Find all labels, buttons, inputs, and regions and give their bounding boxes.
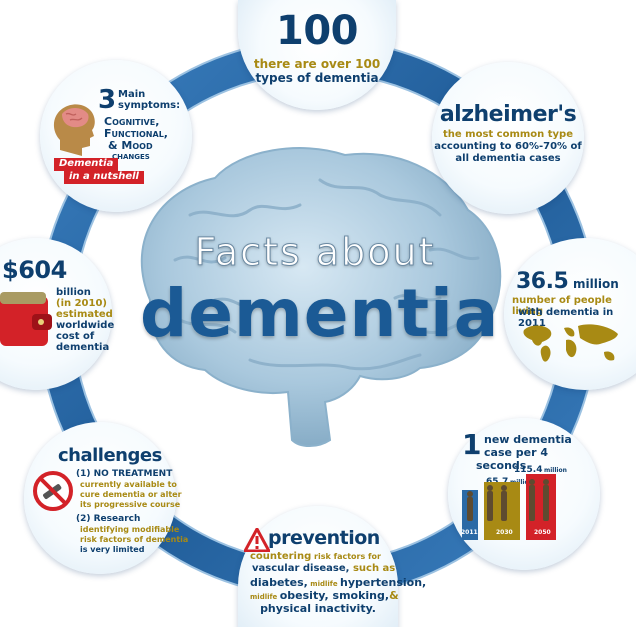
symptom-mood: & Mood [108,139,153,152]
challenge1-line1: currently available to [80,480,177,489]
symptoms-symptoms: symptoms: [118,100,181,111]
alzheimers-line3: all dementia cases [455,153,561,164]
prevention-vascular: vascular disease, [252,563,350,574]
symptoms-number: 3 [98,85,116,115]
symptoms-main: Main [118,89,146,100]
newcases-line3: seconds [476,459,527,472]
year-2050: 2050 [534,529,551,536]
prevention-suchas: such as [349,563,396,574]
types-line2: types of dementia [255,71,379,85]
prevention-diabetes: diabetes, [250,576,308,589]
title-dementia: dementia [140,275,500,352]
people-unit: million [573,277,619,291]
prevention-line4: midlife obesity, smoking,& [250,590,399,602]
year-2011: 2011 [461,529,478,536]
symptom-changes: changes [112,151,150,162]
world-map-icon [523,324,618,362]
cost-billion: billion [56,287,91,298]
alzheimers-line1: the most common type [442,129,573,140]
challenge1-line2: cure dementia or alter [80,490,182,499]
prevention-midlife2: midlife [250,593,280,601]
year-2030: 2030 [496,529,513,536]
prevention-title: prevention [268,527,380,549]
challenge2-line3: is very limited [80,545,145,554]
challenge2-line1: identifying modifiable [80,525,180,534]
head-brain-icon [53,104,95,156]
people-number: 36.5 [516,269,569,294]
warning-icon [244,528,270,552]
people-line1: number of people living [512,295,612,317]
challenge1-line3: its progressive course [80,500,181,509]
alzheimers-line2: accounting to 60%-70% of [434,141,582,152]
cost-dementia: dementia [56,342,110,353]
prevention-and: & [389,589,399,602]
elderly-figures-icon [467,479,549,521]
prevention-line5: physical inactivity. [260,602,376,615]
prevention-midlife1: midlife [307,580,341,588]
ribbon-dementia: Dementia [54,158,119,171]
types-number: 100 [276,8,359,54]
cost-worldwide: worldwide [56,320,115,331]
challenge2-line2: risk factors of dementia [80,535,189,544]
challenges-title: challenges [58,445,162,466]
prevention-obesity: obesity, smoking, [279,589,390,602]
types-line1: there are over 100 [253,57,381,71]
prevention-countering: countering [250,551,312,562]
symptom-cognitive: Cognitive, [104,115,160,128]
ribbon-nutshell: in a nutshell [64,171,144,184]
newcases-unit-2050: million [544,467,567,474]
bubble-alzheimers [432,62,584,214]
newcases-unit-2030: million [510,479,533,486]
prevention-hypertension: hypertension, [340,576,427,589]
challenge2-title: (2) Research [76,514,141,524]
cost-of: cost of [56,331,95,342]
bubble-people [504,238,636,390]
newcases-value-2050: 115.4 [514,465,543,475]
alzheimers-title: alzheimer's [439,102,577,127]
prevention-line1: countering risk factors for [250,551,381,563]
brain-illustration [140,147,502,447]
prevention-line2: vascular disease, such as [252,563,396,575]
cost-amount: $604 [2,256,67,284]
cost-estimated: estimated [56,309,113,320]
prevention-line3: diabetes, midlife hypertension, [250,577,426,589]
title-facts-about: Facts about [194,230,436,274]
newcases-number: 1 [462,428,481,461]
symptom-functional: Functional, [104,127,168,140]
challenge1-title: (1) NO TREATMENT [76,469,173,479]
prevention-riskfactors: risk factors for [311,552,381,561]
people-line2: with dementia in 2011 [518,307,614,329]
cost-year: (in 2010) [56,298,108,309]
wallet-icon [0,292,52,346]
no-treatment-icon [33,471,73,511]
newcases-line1: new dementia [484,433,572,446]
bubble-prevention [238,506,398,627]
newcases-line2: case per 4 [484,446,549,459]
